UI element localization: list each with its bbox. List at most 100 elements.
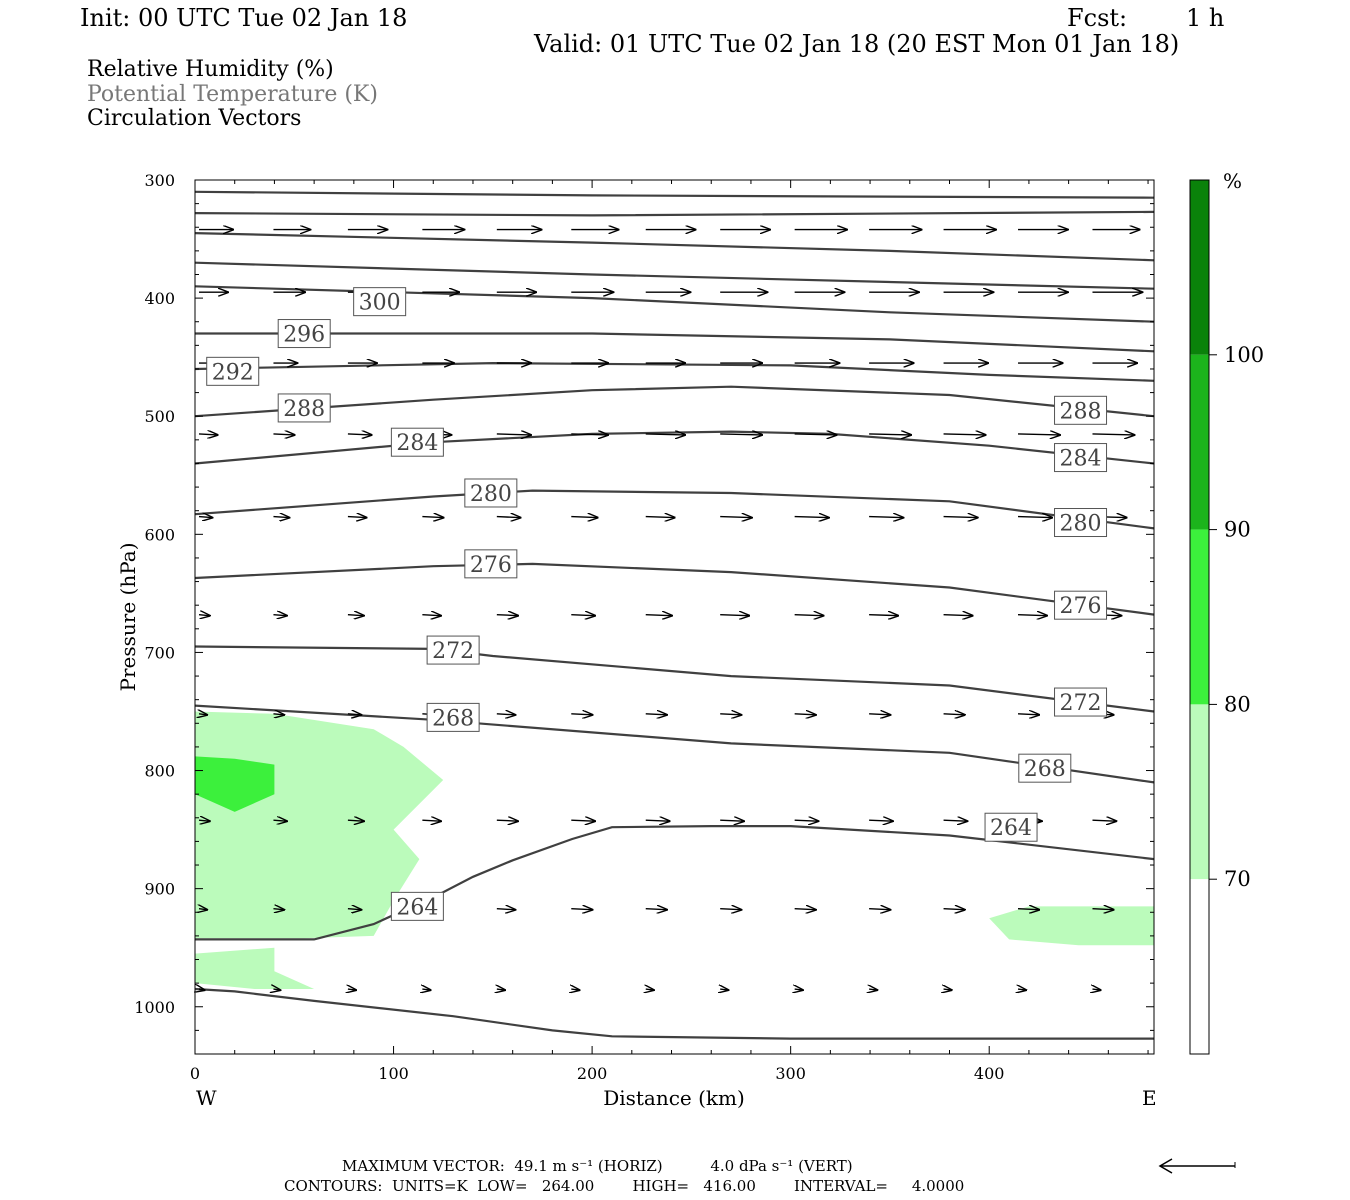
circulation-vector [869,615,898,616]
y-tick-label: 400 [144,289,175,308]
circulation-vector [1092,989,1100,990]
theta-contour-unlabeled-0 [194,190,1155,199]
circulation-vector [1017,909,1039,910]
circulation-vector [1017,615,1047,616]
svg-text:264: 264 [990,816,1032,841]
contour-label-276: 276 [464,549,518,579]
rh-region-70-1 [195,947,315,989]
forecast-hour: 1 h [1186,4,1225,32]
circulation-vector [198,517,212,518]
svg-text:264: 264 [396,895,438,920]
circulation-vector [497,989,505,990]
circulation-vector [943,615,973,616]
circulation-vector [496,615,518,616]
circulation-vector [422,820,440,821]
circulation-vector [273,909,283,910]
circulation-vector [720,714,741,715]
y-tick-label: 1000 [134,998,175,1017]
circulation-vector [273,434,294,435]
circulation-vector [347,615,364,616]
circulation-vector [645,820,669,821]
y-axis-title: Pressure (hPa) [116,543,140,692]
circulation-vector [571,820,594,821]
circulation-vector [347,820,364,821]
colorbar: 100 90 80 70 [1189,179,1264,1055]
svg-text:288: 288 [283,397,325,422]
circulation-vector [646,989,654,990]
circulation-vector [944,989,952,990]
circulation-vector [794,820,818,821]
circulation-vector [869,714,890,715]
x-tick-label: 0 [190,1064,200,1083]
rh-fill-layer [195,711,1154,989]
circulation-vector [1092,434,1134,435]
circulation-vector [571,989,579,990]
svg-text:288: 288 [1060,399,1102,424]
circulation-vector [347,909,361,910]
circulation-vector [273,615,286,616]
circulation-vector [347,714,361,715]
colorbar-segment [1190,180,1209,355]
legend-relative-humidity: Relative Humidity (%) [87,57,334,82]
contour-label-300: 300 [353,287,407,317]
y-tick-label: 600 [144,525,175,544]
colorbar-tick-label: 80 [1224,692,1251,716]
contour-label-288: 288 [1054,395,1108,425]
svg-text:272: 272 [432,639,474,664]
contour-label-284: 284 [390,427,444,457]
colorbar-tick-label: 70 [1224,867,1251,891]
circulation-vector [794,909,816,910]
circulation-vector [273,820,286,821]
x-tick-label: 300 [775,1064,806,1083]
circulation-vector [869,517,903,518]
svg-text:284: 284 [1060,447,1102,472]
svg-text:276: 276 [470,553,512,578]
circulation-vector [869,989,877,990]
circulation-vector [422,615,440,616]
svg-text:272: 272 [1060,691,1102,716]
circulation-vector [1092,909,1113,910]
vector-layer [199,230,1142,990]
colorbar-frame [1189,179,1210,1055]
theta-contour-unlabeled-1 [194,210,1155,217]
circulation-vector [794,615,824,616]
contour-label-276: 276 [1054,590,1108,620]
circulation-vector [794,434,837,435]
svg-text:280: 280 [470,482,512,507]
valid-time: Valid: 01 UTC Tue 02 Jan 18 (20 EST Mon … [534,30,1180,58]
circulation-vector [720,615,749,616]
theta-contour-284 [194,430,1155,465]
x-tick-label: 200 [577,1064,608,1083]
circulation-vector [199,714,207,715]
theta-contour-unlabeled-3 [194,261,1155,290]
circulation-vector [198,434,217,435]
circulation-vector [794,714,816,715]
circulation-vector [571,615,594,616]
y-tick-label: 700 [144,643,175,662]
circulation-vector [273,989,280,990]
rh-region-80-3 [195,756,275,812]
circulation-vector [869,909,890,910]
theta-contour-layer [194,190,1155,1040]
x-tick-label: 100 [378,1064,409,1083]
circulation-vector [1018,989,1026,990]
legend-circulation-vectors: Circulation Vectors [87,106,302,131]
x-end-label-west: W [196,1086,217,1110]
circulation-vector [571,434,607,435]
circulation-vector [348,989,356,990]
theta-contour-272 [194,645,1155,713]
y-tick-label: 300 [144,171,175,190]
theta-contour-264 [195,824,1155,941]
circulation-vector [720,989,728,990]
svg-text:268: 268 [1024,757,1066,782]
circulation-vector [1092,820,1115,821]
y-tick-label: 800 [144,762,175,781]
svg-text:292: 292 [212,360,254,385]
circulation-vector [645,434,685,435]
contour-label-296: 296 [277,319,331,349]
circulation-vector [869,820,892,821]
circulation-vector [720,517,751,518]
circulation-vector [496,820,518,821]
circulation-vector [422,517,443,518]
contour-label-284: 284 [1054,443,1108,473]
